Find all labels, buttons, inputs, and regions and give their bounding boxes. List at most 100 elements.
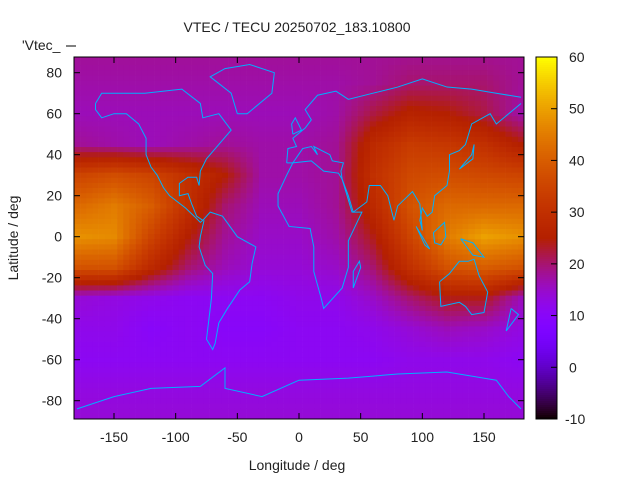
heatmap-cell — [462, 305, 469, 312]
heatmap-cell — [92, 311, 99, 317]
heatmap-cell — [252, 223, 260, 230]
heatmap-cell — [86, 100, 93, 107]
heatmap-cell — [480, 95, 488, 102]
heatmap-cell — [314, 352, 321, 358]
heatmap-cell — [419, 188, 426, 194]
heatmap-cell — [129, 95, 136, 102]
heatmap-cell — [345, 316, 352, 322]
heatmap-cell — [283, 95, 291, 102]
heatmap-cell — [326, 352, 334, 358]
heatmap-cell — [320, 59, 328, 66]
heatmap-cell — [363, 300, 371, 307]
heatmap-cell — [314, 131, 321, 138]
heatmap-cell — [462, 75, 469, 81]
heatmap-cell — [129, 141, 136, 148]
heatmap-cell — [234, 326, 241, 332]
heatmap-cell — [431, 188, 439, 194]
heatmap-cell — [351, 270, 358, 276]
heatmap-cell — [252, 131, 260, 138]
heatmap-cell — [369, 300, 377, 307]
heatmap-cell — [302, 387, 309, 394]
heatmap-cell — [92, 382, 99, 389]
heatmap-cell — [419, 75, 426, 81]
heatmap-cell — [400, 321, 408, 327]
heatmap-cell — [98, 223, 106, 230]
heatmap-cell — [419, 372, 426, 379]
heatmap-cell — [289, 234, 297, 240]
heatmap-cell — [450, 70, 457, 76]
heatmap-cell — [271, 141, 278, 148]
heatmap-cell — [339, 300, 346, 307]
heatmap-cell — [154, 382, 161, 389]
heatmap-cell — [493, 218, 500, 225]
heatmap-cell — [117, 75, 124, 81]
heatmap-cell — [265, 213, 272, 220]
heatmap-cell — [92, 387, 99, 394]
heatmap-cell — [234, 377, 241, 384]
heatmap-cell — [376, 90, 383, 97]
heatmap-cell — [376, 295, 383, 302]
heatmap-cell — [98, 346, 106, 353]
heatmap-cell — [431, 100, 439, 107]
heatmap-cell — [480, 326, 488, 332]
heatmap-cell — [191, 80, 198, 86]
heatmap-cell — [209, 188, 217, 194]
heatmap-cell — [388, 305, 395, 312]
heatmap-cell — [480, 70, 488, 76]
heatmap-cell — [86, 126, 93, 133]
heatmap-cell — [437, 275, 445, 281]
heatmap-cell — [154, 234, 161, 240]
heatmap-cell — [258, 357, 266, 363]
heatmap-cell — [154, 136, 161, 143]
heatmap-cell — [468, 65, 476, 71]
heatmap-cell — [357, 198, 365, 204]
heatmap-cell — [302, 295, 309, 302]
heatmap-cell — [141, 413, 149, 419]
heatmap-cell — [302, 239, 309, 245]
heatmap-cell — [419, 300, 426, 307]
heatmap-cell — [74, 177, 81, 184]
heatmap-cell — [382, 270, 389, 276]
heatmap-cell — [493, 136, 500, 143]
heatmap-cell — [154, 290, 161, 297]
heatmap-cell — [437, 141, 445, 148]
heatmap-cell — [431, 341, 439, 348]
heatmap-cell — [450, 316, 457, 322]
heatmap-cell — [129, 270, 136, 276]
heatmap-cell — [382, 234, 389, 240]
heatmap-cell — [413, 126, 420, 133]
heatmap-cell — [450, 408, 457, 414]
heatmap-cell — [110, 254, 118, 261]
heatmap-cell — [394, 131, 402, 138]
heatmap-cell — [240, 152, 247, 158]
heatmap-cell — [86, 152, 93, 158]
heatmap-cell — [283, 162, 291, 168]
heatmap-cell — [450, 65, 457, 71]
heatmap-cell — [357, 403, 365, 409]
heatmap-cell — [271, 316, 278, 322]
heatmap-cell — [215, 90, 223, 97]
heatmap-cell — [265, 157, 272, 163]
heatmap-cell — [221, 290, 229, 297]
heatmap-cell — [154, 126, 161, 133]
heatmap-cell — [357, 111, 365, 117]
heatmap-cell — [351, 311, 358, 317]
heatmap-cell — [129, 70, 136, 76]
heatmap-cell — [437, 254, 445, 261]
heatmap-cell — [339, 275, 346, 281]
heatmap-cell — [197, 295, 204, 302]
heatmap-cell — [265, 398, 272, 404]
heatmap-cell — [376, 341, 383, 348]
heatmap-cell — [487, 70, 494, 76]
heatmap-cell — [271, 198, 278, 204]
heatmap-cell — [123, 203, 130, 209]
heatmap-cell — [265, 193, 272, 199]
heatmap-cell — [339, 239, 346, 245]
heatmap-cell — [209, 382, 217, 389]
heatmap-cell — [295, 70, 303, 76]
heatmap-cell — [98, 249, 106, 256]
heatmap-cell — [172, 362, 180, 368]
heatmap-cell — [98, 290, 106, 297]
heatmap-cell — [320, 65, 328, 71]
heatmap-cell — [314, 382, 321, 389]
